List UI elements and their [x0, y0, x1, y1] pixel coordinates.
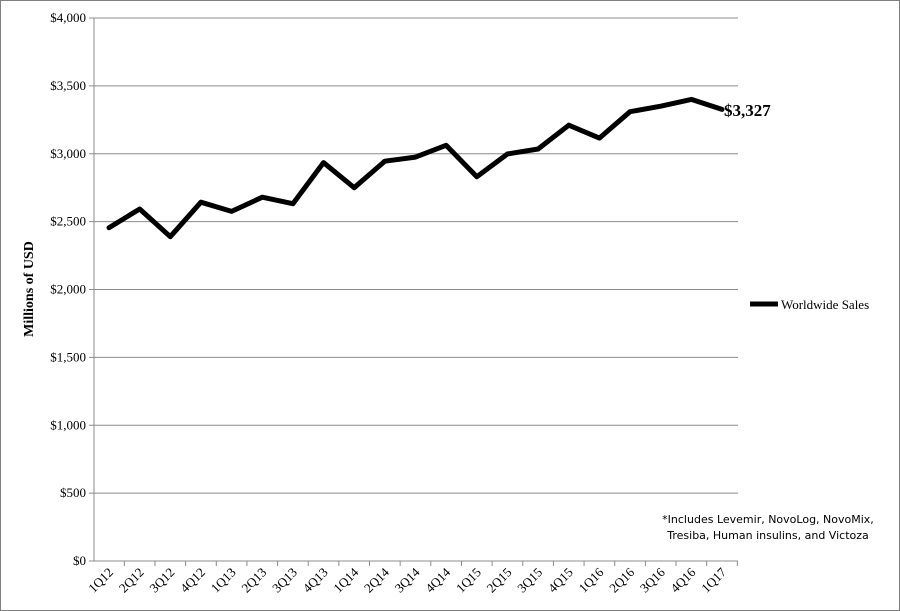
x-tick-label: 2Q14 [361, 564, 392, 595]
y-tick-label: $4,000 [50, 10, 86, 25]
gridlines [89, 17, 738, 562]
x-tick-label: 2Q16 [606, 564, 637, 595]
x-tick-label: 3Q16 [637, 564, 668, 595]
y-tick-label: $0 [73, 553, 86, 568]
y-tick-label: $3,500 [50, 78, 86, 93]
x-tick-label: 3Q14 [392, 564, 423, 595]
y-tick-label: $1,000 [50, 417, 86, 432]
x-tick-label: 4Q16 [667, 564, 698, 595]
axes [93, 18, 738, 566]
y-tick-label: $2,000 [50, 282, 86, 297]
y-tick-label: $1,500 [50, 349, 86, 364]
legend-label: Worldwide Sales [781, 297, 869, 312]
series-line [106, 96, 725, 240]
series-lines [106, 96, 725, 240]
x-tick-label: 1Q16 [575, 564, 606, 595]
x-tick-label: 2Q15 [484, 565, 515, 596]
x-tick-label: 1Q17 [698, 564, 729, 595]
x-tick-label: 1Q15 [453, 565, 484, 596]
y-tick-label: $500 [60, 485, 86, 500]
x-tick-label: 2Q12 [116, 565, 147, 596]
x-tick-label: 1Q14 [330, 564, 361, 595]
x-tick-label: 4Q12 [177, 565, 208, 596]
x-tick-label: 1Q12 [85, 565, 116, 596]
y-tick-label: $2,500 [50, 214, 86, 229]
y-axis-title: Millions of USD [22, 241, 37, 337]
footnote: *Includes Levemir, NovoLog, NovoMix, Tre… [662, 513, 874, 542]
x-tick-label: 3Q15 [514, 565, 545, 596]
x-tick-label: 3Q13 [269, 565, 300, 596]
x-tick-label: 3Q12 [146, 565, 177, 596]
y-tick-label: $3,000 [50, 146, 86, 161]
y-tick-labels: $0 $500 $1,000 $1,500 $2,000 $2,500 $3,000 $3,5… [50, 10, 86, 568]
x-tick-label: 4Q13 [300, 565, 331, 596]
x-tick-label: 2Q13 [238, 565, 269, 596]
legend: Worldwide Sales [750, 297, 869, 312]
end-value-label: $3,327 [724, 101, 771, 120]
x-tick-label: 4Q15 [545, 565, 576, 596]
x-tick-label: 1Q13 [208, 565, 239, 596]
x-tick-label: 4Q14 [422, 564, 453, 595]
x-tick-labels: 1Q12 2Q12 3Q12 4Q12 1Q13 2Q13 3Q13 4Q13 1Q14 2Q14… [85, 564, 729, 595]
